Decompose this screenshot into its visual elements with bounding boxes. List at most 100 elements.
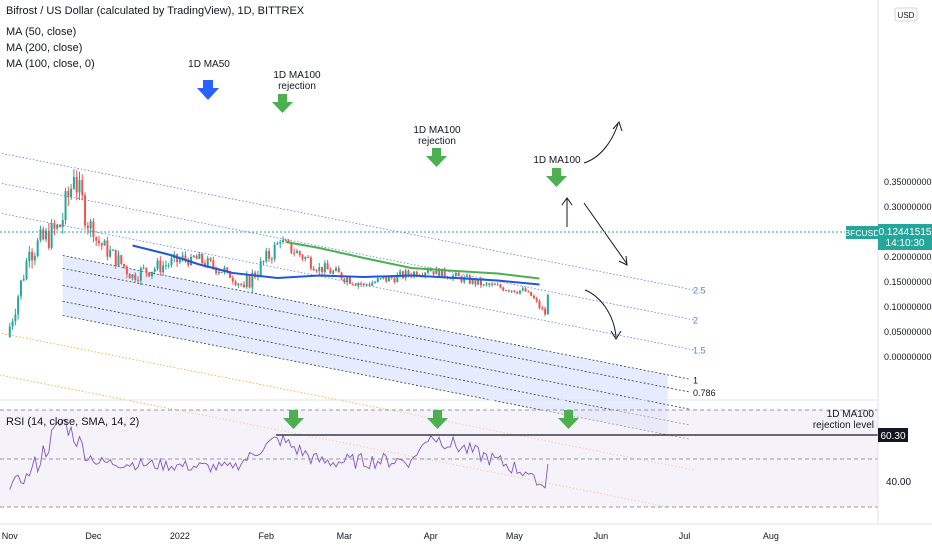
arrow-down-icon — [283, 410, 304, 429]
candle — [365, 284, 368, 286]
rsi-note-2: rejection level — [813, 420, 874, 431]
ma100-line — [285, 241, 540, 280]
fib-level-label: 0.786 — [693, 388, 716, 398]
candle — [237, 283, 240, 286]
candle — [156, 260, 159, 269]
fib-level-line — [0, 182, 696, 321]
current-price-badge[interactable] — [878, 224, 932, 250]
arrow-down-icon — [558, 410, 579, 429]
candle — [201, 254, 204, 264]
fib-level-line — [62, 300, 691, 426]
candle — [426, 269, 429, 273]
price-tick-label: 0.05000000 — [884, 327, 932, 337]
candle — [538, 300, 541, 309]
arrow-down-icon — [546, 168, 567, 187]
rsi-level-badge[interactable] — [878, 428, 908, 442]
arrow-down-icon — [427, 410, 448, 429]
currency-badge[interactable] — [894, 7, 918, 22]
time-label: Jul — [679, 531, 691, 541]
candle — [496, 284, 499, 286]
candle — [546, 295, 549, 315]
candle — [100, 243, 103, 246]
candle — [229, 272, 232, 278]
candle — [28, 252, 31, 262]
candle — [488, 283, 491, 285]
time-label: Aug — [763, 531, 779, 541]
fib-level-label: 1.5 — [693, 345, 706, 355]
candle — [251, 272, 254, 288]
candle — [36, 240, 39, 257]
candle — [466, 275, 469, 277]
indicator-ma200-label[interactable]: MA (200, close) — [6, 42, 83, 54]
candle — [544, 308, 547, 315]
candle — [162, 265, 165, 273]
arrow-down-icon — [197, 80, 219, 100]
candle — [148, 272, 151, 277]
projection-arrow — [584, 289, 617, 338]
fib-level-line — [0, 212, 696, 351]
candle — [187, 259, 190, 266]
chart-title[interactable]: Bifrost / US Dollar (calculated by Tradi… — [6, 5, 305, 17]
candle — [287, 240, 290, 242]
candle — [128, 273, 131, 279]
arrow-head-icon — [618, 255, 628, 266]
arrow-head-icon — [612, 121, 623, 132]
candle — [231, 277, 234, 282]
candle — [374, 281, 377, 283]
rsi-indicator-label[interactable]: RSI (14, close, SMA, 14, 2) — [6, 416, 140, 428]
candle — [142, 267, 145, 269]
candle — [376, 278, 379, 282]
candle — [535, 298, 538, 301]
candle — [318, 267, 321, 271]
candle — [19, 280, 22, 297]
candle — [11, 321, 14, 327]
price-tick-label: 0.30000000 — [884, 202, 932, 212]
time-label: 2022 — [170, 531, 190, 541]
candle — [273, 244, 276, 260]
candle — [290, 241, 293, 253]
candle — [343, 278, 346, 283]
candle — [17, 296, 20, 315]
candle — [203, 263, 206, 267]
candle — [432, 271, 435, 275]
arrow-down-icon — [426, 148, 447, 167]
candle — [524, 288, 527, 292]
rsi-plot — [9, 419, 549, 490]
candle — [382, 277, 385, 279]
candle — [178, 259, 181, 263]
projection-arrow — [583, 202, 628, 265]
rsi-level-value: 60.30 — [880, 431, 905, 442]
candle — [482, 284, 485, 286]
candle — [396, 274, 399, 283]
candle — [329, 269, 332, 274]
fib-level-line — [0, 152, 696, 291]
candle — [170, 258, 173, 266]
candle — [530, 292, 533, 296]
candle — [61, 220, 64, 227]
price-tick-label: 0.15000000 — [884, 277, 932, 287]
candle — [39, 229, 42, 241]
candle — [354, 284, 357, 286]
candle — [507, 290, 510, 292]
candle — [53, 223, 56, 229]
candle — [33, 256, 36, 261]
candle — [268, 250, 271, 259]
time-label: May — [506, 531, 524, 541]
candle — [31, 252, 34, 261]
candle — [259, 261, 262, 276]
candle — [265, 250, 268, 262]
candle — [134, 274, 137, 280]
candle — [131, 274, 134, 279]
candle — [351, 283, 354, 285]
candle — [270, 258, 273, 260]
indicator-ma50-label[interactable]: MA (50, close) — [6, 26, 77, 38]
indicator-ma100-label[interactable]: MA (100, close, 0) — [6, 58, 95, 70]
candle — [360, 283, 363, 285]
candle — [86, 225, 89, 229]
candle — [505, 290, 508, 292]
symbol-badge[interactable] — [846, 226, 878, 239]
candle — [212, 260, 215, 268]
rsi-note-1: 1D MA100 — [827, 409, 875, 420]
arrow-down-icon — [272, 94, 293, 113]
